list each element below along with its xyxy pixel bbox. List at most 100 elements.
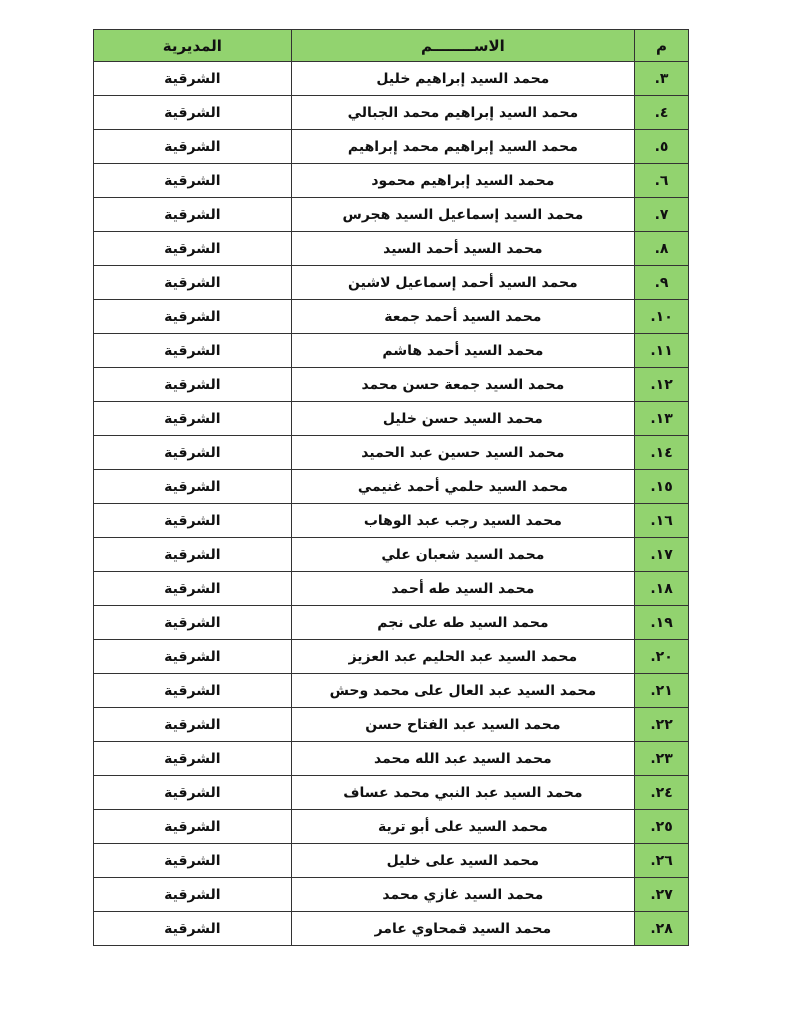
row-name: محمد السيد إبراهيم خليل — [290, 61, 636, 96]
row-name: محمد السيد عبد الله محمد — [290, 741, 636, 776]
row-name: محمد السيد حسين عبد الحميد — [290, 435, 636, 470]
table-row: ٢٠. محمد السيد عبد الحليم عبد العزيز الشرق… — [93, 639, 689, 674]
row-number: ٧. — [634, 197, 689, 232]
table-row: ٨. محمد السيد أحمد السيد الشرقية — [93, 231, 689, 266]
row-name: محمد السيد شعبان علي — [290, 537, 636, 572]
table-row: ١٣. محمد السيد حسن خليل الشرقية — [93, 401, 689, 436]
row-name: محمد السيد أحمد إسماعيل لاشين — [290, 265, 636, 300]
table-row: ١٩. محمد السيد طه على نجم الشرقية — [93, 605, 689, 640]
row-name: محمد السيد حسن خليل — [290, 401, 636, 436]
row-directorate: الشرقية — [93, 911, 292, 946]
table-row: ١٤. محمد السيد حسين عبد الحميد الشرقية — [93, 435, 689, 470]
row-number: ١٠. — [634, 299, 689, 334]
table-row: ٢٤. محمد السيد عبد النبي محمد عساف الشرقية — [93, 775, 689, 810]
table-row: ٧. محمد السيد إسماعيل السيد هجرس الشرقية — [93, 197, 689, 232]
row-name: محمد السيد قمحاوي عامر — [290, 911, 636, 946]
row-name: محمد السيد إسماعيل السيد هجرس — [290, 197, 636, 232]
row-name: محمد السيد طه على نجم — [290, 605, 636, 640]
table-row: ٢٥. محمد السيد على أبو ترية الشرقية — [93, 809, 689, 844]
row-number: ٢٨. — [634, 911, 689, 946]
row-number: ١٤. — [634, 435, 689, 470]
row-name: محمد السيد غازي محمد — [290, 877, 636, 912]
table-row: ١٠. محمد السيد أحمد جمعة الشرقية — [93, 299, 689, 334]
row-name: محمد السيد أحمد جمعة — [290, 299, 636, 334]
row-name: محمد السيد أحمد هاشم — [290, 333, 636, 368]
row-number: ٥. — [634, 129, 689, 164]
row-directorate: الشرقية — [93, 775, 292, 810]
row-number: ١٦. — [634, 503, 689, 538]
row-directorate: الشرقية — [93, 435, 292, 470]
row-name: محمد السيد عبد العال على محمد وحش — [290, 673, 636, 708]
row-number: ١٧. — [634, 537, 689, 572]
row-number: ٦. — [634, 163, 689, 198]
row-number: ١٨. — [634, 571, 689, 606]
row-directorate: الشرقية — [93, 163, 292, 198]
table-row: ١٧. محمد السيد شعبان علي الشرقية — [93, 537, 689, 572]
row-number: ٢٣. — [634, 741, 689, 776]
row-directorate: الشرقية — [93, 333, 292, 368]
row-name: محمد السيد إبراهيم محمود — [290, 163, 636, 198]
row-name: محمد السيد رجب عبد الوهاب — [290, 503, 636, 538]
table-row: ٣. محمد السيد إبراهيم خليل الشرقية — [93, 61, 689, 96]
row-directorate: الشرقية — [93, 877, 292, 912]
row-number: ٤. — [634, 95, 689, 130]
row-number: ٢٧. — [634, 877, 689, 912]
header-name: الاســــــــم — [290, 29, 636, 62]
row-directorate: الشرقية — [93, 537, 292, 572]
row-directorate: الشرقية — [93, 401, 292, 436]
table-row: ٢٧. محمد السيد غازي محمد الشرقية — [93, 877, 689, 912]
row-directorate: الشرقية — [93, 503, 292, 538]
row-number: ١٢. — [634, 367, 689, 402]
table-row: ٢١. محمد السيد عبد العال على محمد وحش الشر… — [93, 673, 689, 708]
table-row: ٦. محمد السيد إبراهيم محمود الشرقية — [93, 163, 689, 198]
row-directorate: الشرقية — [93, 843, 292, 878]
row-directorate: الشرقية — [93, 639, 292, 674]
row-name: محمد السيد عبد الحليم عبد العزيز — [290, 639, 636, 674]
table-row: ١١. محمد السيد أحمد هاشم الشرقية — [93, 333, 689, 368]
row-directorate: الشرقية — [93, 741, 292, 776]
row-directorate: الشرقية — [93, 95, 292, 130]
row-number: ٢٤. — [634, 775, 689, 810]
table-row: ١٢. محمد السيد جمعة حسن محمد الشرقية — [93, 367, 689, 402]
row-name: محمد السيد حلمي أحمد غنيمي — [290, 469, 636, 504]
row-name: محمد السيد عبد النبي محمد عساف — [290, 775, 636, 810]
row-directorate: الشرقية — [93, 299, 292, 334]
row-number: ٢٢. — [634, 707, 689, 742]
table-row: ٩. محمد السيد أحمد إسماعيل لاشين الشرقية — [93, 265, 689, 300]
row-number: ١٥. — [634, 469, 689, 504]
row-number: ٢٠. — [634, 639, 689, 674]
row-number: ٢١. — [634, 673, 689, 708]
row-name: محمد السيد عبد الفتاح حسن — [290, 707, 636, 742]
table-row: ٢٨. محمد السيد قمحاوي عامر الشرقية — [93, 911, 689, 946]
names-table: م الاســــــــم المديرية ٣. محمد السيد إب… — [93, 29, 689, 946]
row-directorate: الشرقية — [93, 571, 292, 606]
row-directorate: الشرقية — [93, 469, 292, 504]
header-number: م — [634, 29, 689, 62]
row-name: محمد السيد إبراهيم محمد إبراهيم — [290, 129, 636, 164]
table-row: ٥. محمد السيد إبراهيم محمد إبراهيم الشرقية — [93, 129, 689, 164]
row-directorate: الشرقية — [93, 197, 292, 232]
row-name: محمد السيد أحمد السيد — [290, 231, 636, 266]
row-name: محمد السيد على أبو ترية — [290, 809, 636, 844]
header-row: م الاســــــــم المديرية — [93, 29, 689, 62]
row-name: محمد السيد طه أحمد — [290, 571, 636, 606]
row-number: ٢٦. — [634, 843, 689, 878]
header-directorate: المديرية — [93, 29, 292, 62]
row-directorate: الشرقية — [93, 809, 292, 844]
row-directorate: الشرقية — [93, 605, 292, 640]
row-number: ٣. — [634, 61, 689, 96]
row-directorate: الشرقية — [93, 231, 292, 266]
table-body: ٣. محمد السيد إبراهيم خليل الشرقية ٤. محمد ا… — [93, 61, 689, 946]
table-row: ٢٢. محمد السيد عبد الفتاح حسن الشرقية — [93, 707, 689, 742]
table-row: ١٨. محمد السيد طه أحمد الشرقية — [93, 571, 689, 606]
table-row: ٤. محمد السيد إبراهيم محمد الجبالي الشرقية — [93, 95, 689, 130]
row-number: ١٣. — [634, 401, 689, 436]
row-name: محمد السيد على خليل — [290, 843, 636, 878]
row-number: ١١. — [634, 333, 689, 368]
row-number: ٨. — [634, 231, 689, 266]
row-directorate: الشرقية — [93, 673, 292, 708]
table-row: ١٦. محمد السيد رجب عبد الوهاب الشرقية — [93, 503, 689, 538]
row-name: محمد السيد إبراهيم محمد الجبالي — [290, 95, 636, 130]
row-name: محمد السيد جمعة حسن محمد — [290, 367, 636, 402]
row-directorate: الشرقية — [93, 367, 292, 402]
